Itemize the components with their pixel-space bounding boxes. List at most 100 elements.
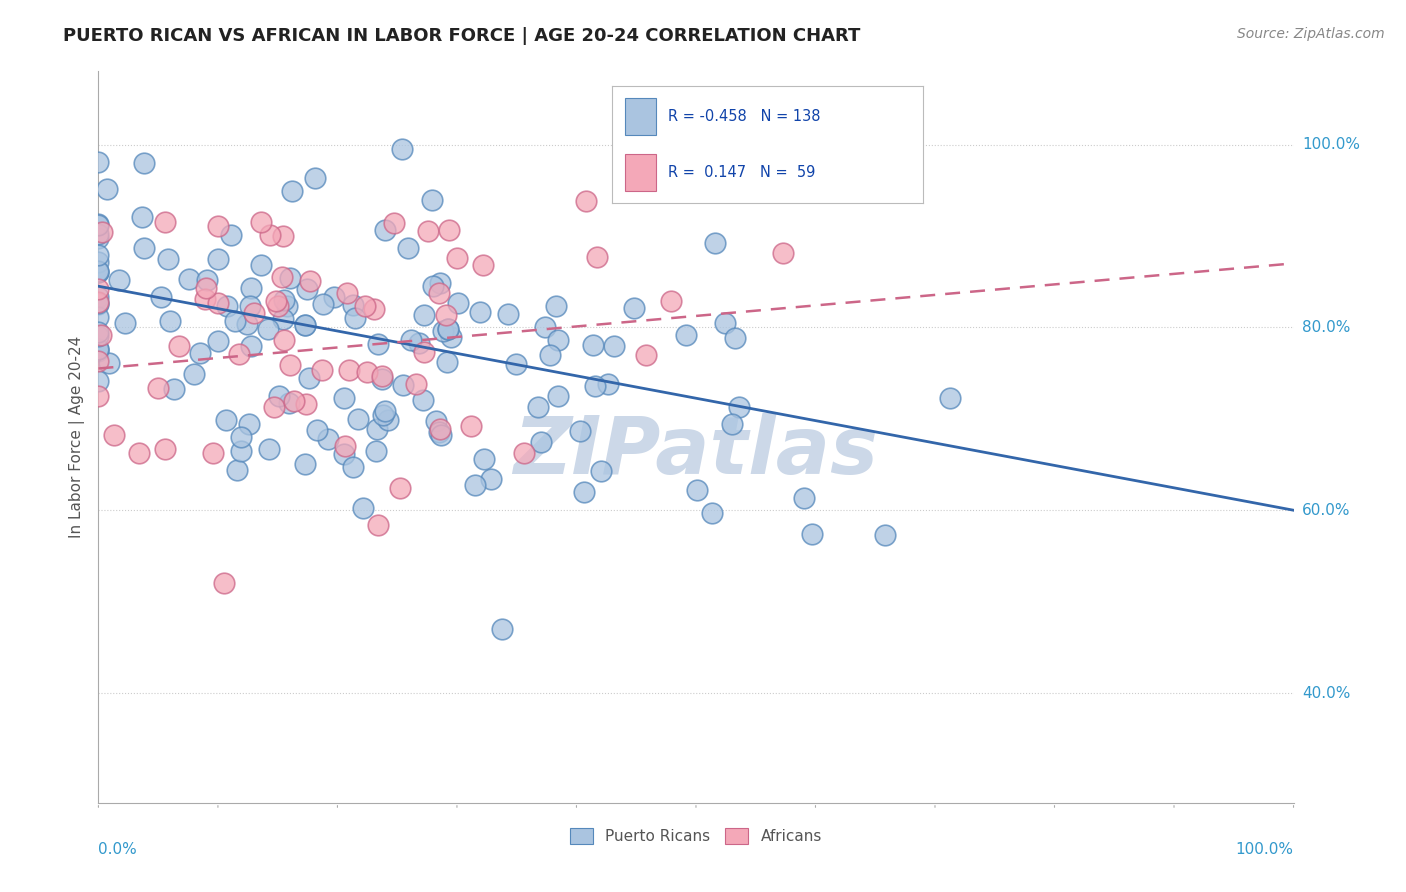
Point (354, 299, 377, 313)
Point (179, 272, 201, 286)
Point (569, 424, 592, 438)
Point (103, 428, 125, 442)
Point (273, 333, 295, 347)
Point (224, 313, 246, 327)
Point (215, 299, 238, 313)
Point (412, 308, 434, 322)
Point (436, 355, 458, 369)
Point (267, 299, 290, 313)
Point (207, 219, 229, 234)
Point (132, 241, 155, 255)
Point (298, 371, 321, 385)
Point (363, 301, 385, 316)
Point (575, 194, 598, 208)
Point (727, 400, 749, 414)
Point (472, 258, 495, 272)
Point (87, 388, 110, 402)
Point (153, 215, 176, 229)
Point (468, 305, 491, 319)
Point (87, 155, 110, 169)
Point (413, 344, 436, 359)
Point (188, 346, 211, 360)
Point (582, 338, 605, 352)
Point (273, 293, 295, 307)
Point (429, 276, 451, 290)
Point (491, 623, 513, 637)
Point (278, 395, 301, 409)
Point (269, 389, 291, 403)
Point (271, 311, 294, 326)
Point (720, 417, 742, 432)
Point (364, 444, 387, 458)
Point (538, 348, 561, 362)
Point (97, 356, 120, 370)
Point (342, 298, 364, 312)
Point (229, 430, 252, 444)
Point (87, 325, 110, 339)
Point (373, 408, 395, 422)
Point (87, 296, 110, 310)
Point (371, 372, 394, 386)
Point (278, 271, 301, 285)
Text: 100.0%: 100.0% (1302, 137, 1360, 152)
Point (159, 314, 181, 328)
Point (391, 142, 413, 156)
Point (195, 273, 218, 287)
Text: 0.0%: 0.0% (98, 842, 138, 856)
Point (583, 379, 606, 393)
Point (603, 339, 626, 353)
Point (513, 446, 536, 460)
Point (347, 412, 370, 426)
Point (434, 308, 457, 322)
Point (148, 381, 170, 395)
Point (464, 477, 486, 491)
Point (249, 258, 271, 272)
Point (377, 412, 399, 426)
Point (352, 500, 374, 515)
Point (717, 120, 740, 135)
Point (396, 241, 419, 255)
Point (703, 235, 725, 250)
Point (335, 439, 357, 453)
Point (873, 528, 896, 542)
Point (87, 248, 110, 262)
Point (264, 293, 287, 308)
Point (382, 216, 405, 230)
Point (87, 374, 110, 388)
Point (505, 358, 527, 372)
Point (297, 283, 319, 297)
Point (793, 491, 815, 505)
Point (316, 433, 339, 447)
Point (157, 252, 180, 267)
Point (596, 376, 619, 391)
Point (108, 273, 131, 287)
Point (87, 354, 110, 368)
Point (436, 321, 458, 335)
Point (439, 223, 461, 237)
Point (342, 459, 364, 474)
Point (408, 336, 430, 351)
Point (374, 404, 396, 418)
Point (447, 296, 470, 310)
Text: 40.0%: 40.0% (1302, 686, 1350, 700)
Point (239, 281, 262, 295)
Point (460, 419, 482, 434)
Point (228, 347, 250, 361)
Point (87, 265, 110, 279)
Point (366, 422, 388, 436)
Point (420, 193, 443, 207)
Point (276, 300, 298, 314)
Point (412, 392, 434, 407)
Point (87, 290, 110, 304)
Point (392, 378, 415, 392)
Point (547, 389, 569, 403)
Point (422, 278, 444, 293)
Point (429, 422, 451, 436)
Point (202, 445, 225, 459)
Point (472, 451, 495, 466)
Point (374, 223, 396, 237)
Text: ZIPatlas: ZIPatlas (513, 413, 879, 491)
Point (547, 333, 569, 347)
Point (87, 217, 110, 231)
Point (239, 299, 262, 313)
